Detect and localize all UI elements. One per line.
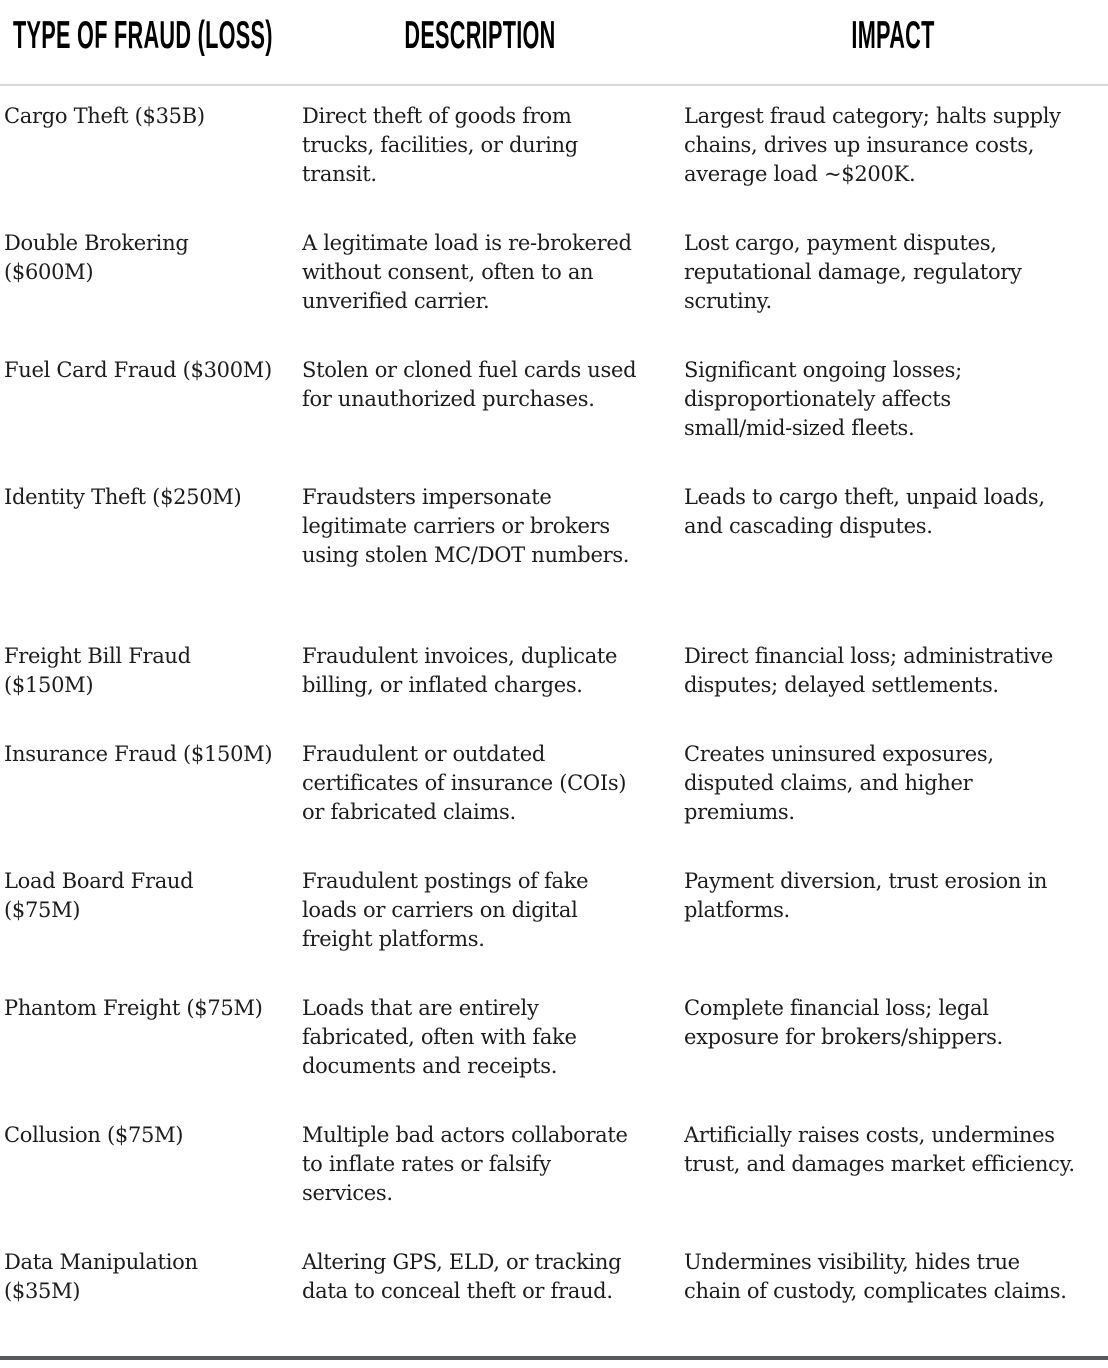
description-cell: Stolen or cloned fuel cards used for una… [302,358,637,411]
fraud-type-cell: Identity Theft ($250M) [4,485,242,509]
description-cell: Fraudulent postings of fake loads or car… [302,869,589,951]
table-header-row: TYPE OF FRAUD (LOSS) DESCRIPTION IMPACT [0,0,1108,86]
table-row: Data Manipulation ($35M) Altering GPS, E… [0,1232,1108,1330]
impact-cell: Artificially raises costs, undermines tr… [684,1123,1075,1176]
table-row: Fuel Card Fraud ($300M) Stolen or cloned… [0,340,1108,467]
fraud-type-cell: Collusion ($75M) [4,1123,184,1147]
fraud-type-cell: Data Manipulation ($35M) [4,1250,198,1303]
fraud-type-cell: Cargo Theft ($35B) [4,104,205,128]
fraud-type-cell: Phantom Freight ($75M) [4,996,263,1020]
fraud-type-cell: Fuel Card Fraud ($300M) [4,358,272,382]
table-row: Cargo Theft ($35B) Direct theft of goods… [0,86,1108,213]
column-header-type-of-fraud: TYPE OF FRAUD (LOSS) [13,14,273,57]
description-cell: Direct theft of goods from trucks, facil… [302,104,578,186]
fraud-type-cell: Insurance Fraud ($150M) [4,742,273,766]
impact-cell: Largest fraud category; halts supply cha… [684,104,1061,186]
table-row: Double Brokering ($600M) A legitimate lo… [0,213,1108,340]
table-row: Insurance Fraud ($150M) Fraudulent or ou… [0,724,1108,851]
description-cell: Altering GPS, ELD, or tracking data to c… [302,1250,622,1303]
impact-cell: Leads to cargo theft, unpaid loads, and … [684,485,1045,538]
impact-cell: Lost cargo, payment disputes, reputation… [684,231,1022,313]
impact-cell: Creates uninsured exposures, disputed cl… [684,742,994,824]
column-header-impact: IMPACT [851,14,935,57]
table-body: Cargo Theft ($35B) Direct theft of goods… [0,86,1108,1330]
bottom-divider [0,1356,1108,1360]
impact-cell: Undermines visibility, hides true chain … [684,1250,1067,1303]
description-cell: Loads that are entirely fabricated, ofte… [302,996,577,1078]
fraud-type-cell: Freight Bill Fraud ($150M) [4,644,191,697]
impact-cell: Payment diversion, trust erosion in plat… [684,869,1048,922]
impact-cell: Complete financial loss; legal exposure … [684,996,1003,1049]
table-row: Collusion ($75M) Multiple bad actors col… [0,1105,1108,1232]
impact-cell: Direct financial loss; administrative di… [684,644,1053,697]
description-cell: Multiple bad actors collaborate to infla… [302,1123,628,1205]
description-cell: Fraudulent or outdated certificates of i… [302,742,627,824]
column-header-description: DESCRIPTION [404,14,556,57]
description-cell: Fraudsters impersonate legitimate carrie… [302,485,630,567]
table-row: Identity Theft ($250M) Fraudsters impers… [0,467,1108,626]
table-row: Phantom Freight ($75M) Loads that are en… [0,978,1108,1105]
fraud-type-cell: Double Brokering ($600M) [4,231,189,284]
fraud-type-cell: Load Board Fraud ($75M) [4,869,194,922]
impact-cell: Significant ongoing losses; disproportio… [684,358,962,440]
table-row: Load Board Fraud ($75M) Fraudulent posti… [0,851,1108,978]
table-row: Freight Bill Fraud ($150M) Fraudulent in… [0,626,1108,724]
description-cell: Fraudulent invoices, duplicate billing, … [302,644,618,697]
description-cell: A legitimate load is re-brokered without… [302,231,632,313]
